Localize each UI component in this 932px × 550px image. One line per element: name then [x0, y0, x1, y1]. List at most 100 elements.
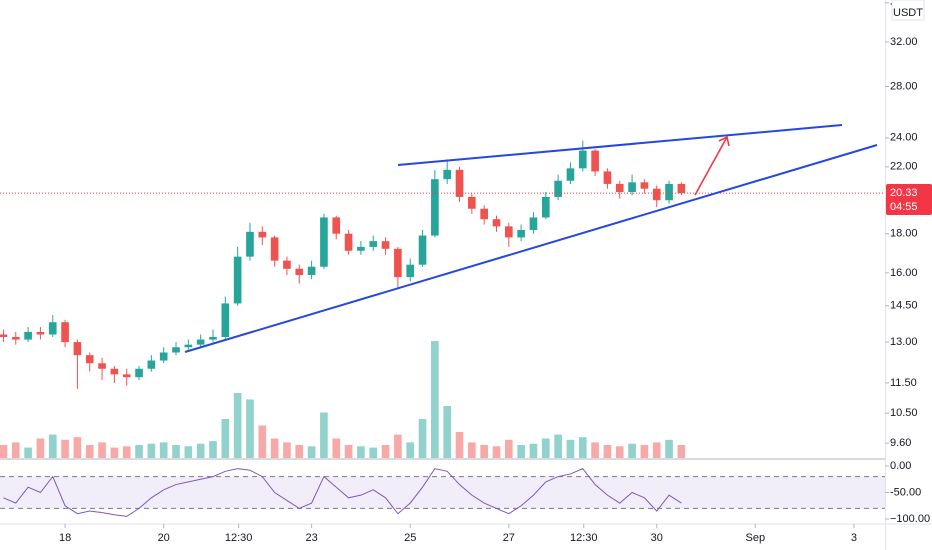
volume-bar: [344, 445, 353, 458]
x-tick-label: Sep: [746, 532, 766, 544]
volume-bar: [443, 406, 452, 458]
candle-body: [61, 322, 69, 343]
volume-bar: [233, 393, 242, 458]
candle-body: [73, 342, 82, 356]
candle-body: [24, 331, 32, 340]
volume-bar: [320, 412, 328, 458]
currency-box[interactable]: [891, 0, 925, 21]
candle-body: [172, 347, 180, 353]
volume-bar: [73, 437, 82, 458]
volume-bar: [36, 438, 45, 458]
candle-body: [0, 334, 8, 338]
y-tick-label: 22.00: [890, 161, 918, 173]
candle-body: [357, 246, 365, 251]
volume-bar: [603, 445, 612, 458]
trend-line: [184, 144, 878, 353]
x-tick-label: 23: [305, 532, 317, 544]
volume-bar: [480, 445, 488, 458]
volume-bar: [665, 439, 673, 458]
volume-bar: [110, 447, 119, 458]
volume-bar: [578, 437, 587, 458]
candle-body: [480, 208, 488, 220]
candle-body: [418, 235, 427, 265]
volume-bar: [85, 445, 94, 458]
y-tick-label: 28.00: [890, 80, 918, 92]
candle-body: [628, 182, 636, 192]
volume-bar: [332, 438, 341, 458]
y-tick-label: 32.00: [890, 36, 918, 48]
candle-body: [566, 168, 575, 181]
trend-line: [397, 124, 843, 166]
volume-bar: [0, 445, 8, 458]
volume-bar: [615, 446, 624, 458]
volume-bar: [406, 442, 415, 458]
volume-bar: [492, 446, 501, 458]
candle-body: [517, 229, 525, 238]
countdown: 04:55: [890, 201, 918, 213]
candle-body: [468, 196, 476, 209]
volume-bar: [196, 443, 205, 458]
candle-body: [159, 352, 168, 361]
candle-body: [603, 171, 612, 184]
volume-bar: [135, 445, 143, 458]
volume-bar: [270, 438, 279, 458]
candle-body: [135, 368, 143, 378]
volume-bar: [159, 442, 168, 458]
candle-body: [85, 355, 94, 364]
candle-body: [283, 260, 291, 269]
candle-body: [344, 233, 353, 251]
candle-body: [381, 241, 390, 249]
volume-bar: [418, 419, 427, 458]
candle-body: [677, 183, 686, 194]
indicator-band: [0, 476, 885, 509]
candle-body: [455, 169, 464, 197]
volume-bar: [221, 419, 230, 458]
volume-bar: [24, 447, 32, 458]
y-tick-label: -50.00: [890, 486, 921, 498]
indicator-line: [3, 468, 682, 517]
y-tick-label: 16.00: [890, 267, 918, 279]
volume-bar: [172, 445, 180, 458]
volume-bar: [504, 439, 513, 458]
candle-body: [406, 264, 415, 278]
y-tick-label: 18.00: [890, 228, 918, 240]
volume-bar: [628, 443, 636, 458]
volume-bar: [640, 445, 649, 458]
candle-body: [320, 217, 328, 267]
volume-bar: [431, 341, 439, 458]
x-tick-label: 30: [651, 532, 663, 544]
volume-bar: [468, 442, 476, 458]
volume-bar: [122, 446, 131, 458]
x-tick-label: 3: [851, 532, 857, 544]
volume-bar: [283, 442, 291, 458]
candle-body: [147, 360, 156, 369]
volume-bar: [541, 438, 550, 458]
x-tick-label: 27: [503, 532, 515, 544]
candle-body: [258, 231, 267, 238]
volume-bar: [381, 445, 390, 458]
volume-bar: [554, 434, 562, 458]
volume-bar: [566, 439, 575, 458]
x-tick-label: 20: [158, 532, 170, 544]
volume-bar: [184, 446, 193, 458]
candle-body: [640, 182, 649, 189]
volume-bar: [98, 442, 106, 458]
candle-body: [98, 363, 106, 369]
volume-bar: [591, 442, 599, 458]
candle-body: [443, 169, 452, 180]
volume-bar: [209, 441, 217, 458]
volume-bar: [48, 434, 57, 458]
y-tick-label: 0.00: [890, 460, 911, 472]
candle-body: [578, 150, 587, 169]
x-tick-label: 12:30: [570, 532, 598, 544]
y-tick-label: 14.50: [890, 300, 918, 312]
volume-bar: [652, 442, 661, 458]
candle-body: [196, 339, 205, 345]
candle-body: [270, 237, 279, 261]
candle-body: [36, 331, 45, 335]
x-tick-label: 25: [404, 532, 416, 544]
candle-body: [541, 196, 550, 218]
candle-body: [233, 256, 242, 304]
currency: USDT: [893, 7, 923, 19]
